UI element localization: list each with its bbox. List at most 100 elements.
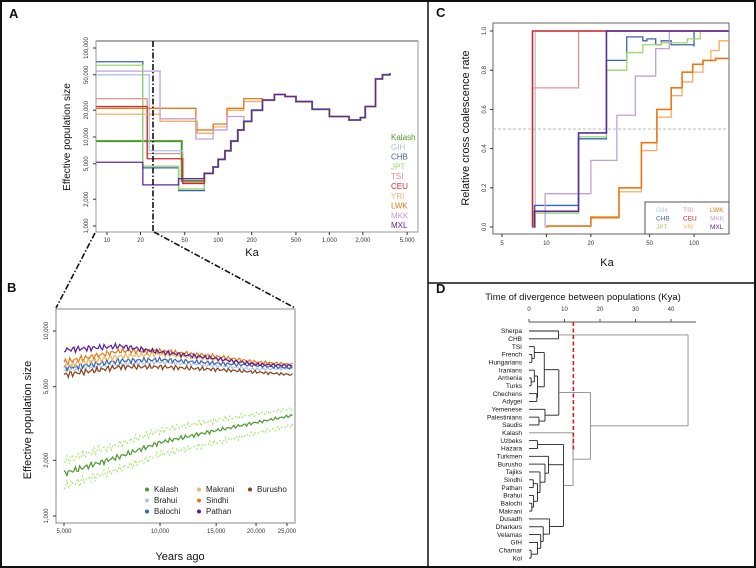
x-tick-label: 40 bbox=[668, 307, 675, 313]
leaf-label: Chamar bbox=[499, 547, 523, 554]
leaf-label: Turks bbox=[506, 383, 523, 390]
leaf-label: Armenia bbox=[498, 375, 523, 382]
x-tick-label: 10 bbox=[543, 241, 550, 247]
dendrogram-title: Time of divergence between populations (… bbox=[485, 292, 681, 303]
leaf-label: Saudis bbox=[502, 422, 523, 429]
x-tick-label: 50 bbox=[646, 241, 653, 247]
panel-a-chart: 10 20 50 100 200 500 1,000 2,000 5,000 1,000 2,000… bbox=[62, 37, 419, 259]
panel-label-c: C bbox=[436, 5, 446, 20]
x-tick-label: 10,000 bbox=[151, 529, 170, 535]
legend-entry-lwk: LWK bbox=[391, 202, 408, 211]
series-line-lwk bbox=[546, 57, 729, 228]
series-line-mxl bbox=[96, 73, 391, 186]
plot-area bbox=[55, 308, 296, 524]
legend-marker-sindhi bbox=[197, 498, 201, 503]
leaf-label: Balochi bbox=[501, 500, 522, 507]
legend-entry-mxl: MXL bbox=[391, 221, 408, 230]
leaf-label: Hungarians bbox=[489, 360, 523, 367]
legend-entry-makrani: Makrani bbox=[206, 485, 235, 494]
leaf-label: Palestinians bbox=[487, 414, 523, 421]
panel-c-chart: 5 10 20 50 100 0.0 0.2 0.4 0.6 0.8 1.0 Ka Relative c… bbox=[460, 22, 730, 269]
panel-label-a: A bbox=[9, 6, 19, 21]
legend-entry-chb: CHB bbox=[391, 153, 408, 162]
series-line-pathan bbox=[63, 341, 293, 368]
y-tick-label: 2,000 bbox=[84, 191, 90, 207]
legend-entry-kalash: Kalash bbox=[391, 133, 415, 142]
legend-entry-kalash: Kalash bbox=[154, 485, 178, 494]
legend-entry-brahui: Brahui bbox=[154, 496, 177, 505]
legend-entry-gih: GIH bbox=[656, 207, 668, 214]
leaf-label: Pathan bbox=[501, 485, 522, 492]
x-tick-label: 0 bbox=[527, 307, 531, 313]
legend-entry-ceu: CEU bbox=[683, 216, 697, 223]
y-tick-label: 50,000 bbox=[84, 65, 90, 84]
y-tick-label: 100,000 bbox=[84, 37, 90, 59]
leaf-label: Kol bbox=[513, 555, 523, 562]
x-tick-label: 10 bbox=[561, 307, 568, 313]
panel-label-b: B bbox=[7, 280, 16, 295]
leaf-label: Kalash bbox=[502, 430, 522, 437]
x-tick-label: 5,000 bbox=[56, 529, 72, 535]
legend-box bbox=[644, 201, 730, 235]
x-tick-label: 20,000 bbox=[247, 529, 266, 535]
legend-entry-burusho: Burusho bbox=[257, 485, 287, 494]
legend-marker-brahui bbox=[145, 498, 149, 503]
leaf-label: French bbox=[502, 352, 523, 359]
leaf-label: GIH bbox=[510, 540, 522, 547]
y-tick-label: 5,000 bbox=[44, 379, 50, 395]
y-tick-label: 10,000 bbox=[44, 321, 50, 340]
panel-label-d: D bbox=[436, 281, 445, 296]
legend-marker-burusho bbox=[248, 487, 252, 492]
x-tick-label: 5,000 bbox=[400, 238, 416, 244]
leaf-label: Hazara bbox=[501, 446, 522, 453]
y-tick-label: 5,000 bbox=[84, 156, 90, 172]
y-axis-title: Effective population size bbox=[62, 83, 73, 191]
series-line-burusho bbox=[63, 362, 293, 380]
x-tick-label: 2,000 bbox=[355, 238, 371, 244]
leaf-label: Uzbeks bbox=[500, 438, 522, 445]
leaf-label: Velamas bbox=[497, 532, 523, 539]
leaf-label: CHB bbox=[508, 336, 522, 343]
y-tick-label: 10,000 bbox=[84, 127, 90, 146]
leaf-label: Tajiks bbox=[506, 469, 523, 476]
x-tick-label: 15,000 bbox=[207, 529, 226, 535]
leaf-label: Brahui bbox=[503, 493, 522, 500]
y-axis-title: Effective population size bbox=[22, 361, 34, 479]
leaf-label: Dusadh bbox=[500, 516, 523, 523]
zoom-connector-right bbox=[153, 231, 296, 309]
legend-entry-tsi: TSI bbox=[391, 172, 403, 181]
x-tick-label: 20 bbox=[597, 307, 604, 313]
legend-marker-makrani bbox=[197, 487, 201, 492]
x-tick-label: 100 bbox=[689, 241, 700, 247]
leaf-label: Iranians bbox=[499, 367, 523, 374]
legend-entry-chb: CHB bbox=[656, 216, 670, 223]
series-line-mxl bbox=[533, 30, 729, 228]
legend-marker-pathan bbox=[197, 509, 201, 514]
leaf-label: Dharkars bbox=[496, 524, 523, 531]
y-tick-label: 20,000 bbox=[84, 100, 90, 119]
series-line-kalash bbox=[63, 413, 293, 478]
y-tick-label: 0.6 bbox=[482, 105, 488, 114]
legend-entry-mkk: MKK bbox=[391, 211, 409, 220]
leaf-label: Burusho bbox=[498, 461, 523, 468]
x-tick-label: 20 bbox=[588, 241, 595, 247]
legend-entry-yri: YRI bbox=[683, 224, 694, 231]
y-tick-label: 0.2 bbox=[482, 183, 488, 192]
legend-entry-balochi: Balochi bbox=[154, 507, 180, 516]
legend-entry-ceu: CEU bbox=[391, 182, 408, 191]
leaf-label: Adygei bbox=[502, 399, 522, 406]
leaf-label: Chechens bbox=[493, 391, 523, 398]
x-tick-label: 5 bbox=[500, 241, 504, 247]
leaf-label: TSI bbox=[512, 344, 522, 351]
legend-entry-pathan: Pathan bbox=[206, 507, 231, 516]
y-axis-title: Relative cross coalescence rate bbox=[460, 50, 472, 205]
y-tick-label: 2,000 bbox=[44, 452, 50, 468]
plot-area bbox=[95, 40, 419, 233]
x-tick-label: 10 bbox=[104, 238, 111, 244]
legend-entry-jpt: JPT bbox=[391, 162, 405, 171]
legend-entry-mkk: MKK bbox=[710, 216, 725, 223]
leaf-label: Turkmen bbox=[497, 453, 523, 460]
legend-entry-yri: YRI bbox=[391, 192, 404, 201]
y-tick-label: 1,000 bbox=[84, 218, 90, 234]
